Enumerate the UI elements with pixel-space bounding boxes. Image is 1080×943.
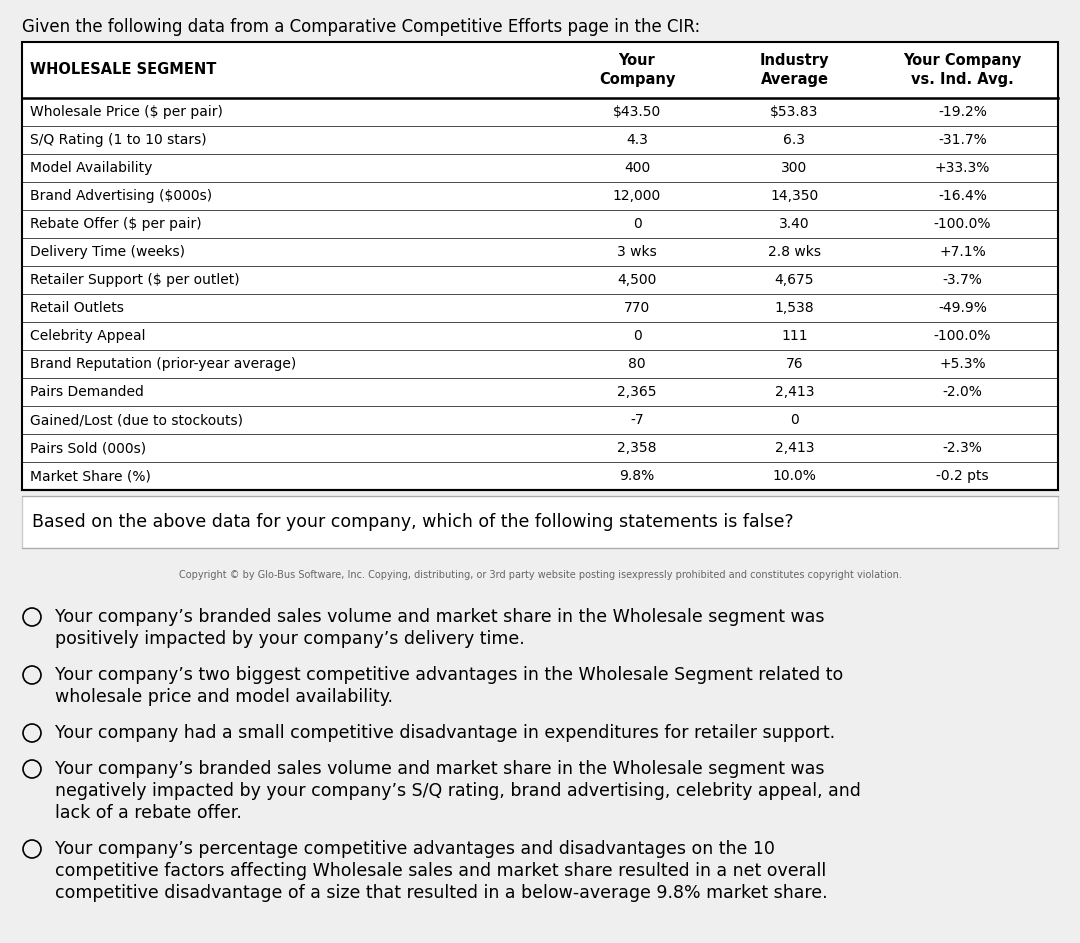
- Bar: [22, 42, 1058, 490]
- Text: -19.2%: -19.2%: [939, 105, 987, 119]
- Text: Gained/Lost (due to stockouts): Gained/Lost (due to stockouts): [30, 413, 243, 427]
- Text: -7: -7: [631, 413, 644, 427]
- Text: 76: 76: [785, 357, 804, 371]
- Text: -2.3%: -2.3%: [943, 441, 983, 455]
- Text: 2,365: 2,365: [618, 385, 657, 399]
- Text: Your company’s branded sales volume and market share in the Wholesale segment wa: Your company’s branded sales volume and …: [55, 760, 824, 778]
- Text: Copyright © by Glo-Bus Software, Inc. Copying, distributing, or 3rd party websit: Copyright © by Glo-Bus Software, Inc. Co…: [178, 570, 902, 580]
- Text: -49.9%: -49.9%: [939, 301, 987, 315]
- Text: 111: 111: [781, 329, 808, 343]
- Text: competitive disadvantage of a size that resulted in a below-average 9.8% market : competitive disadvantage of a size that …: [55, 884, 827, 902]
- Bar: [22, 496, 1058, 548]
- Text: 0: 0: [633, 329, 642, 343]
- Text: 4.3: 4.3: [626, 133, 648, 147]
- Text: wholesale price and model availability.: wholesale price and model availability.: [55, 688, 393, 706]
- Text: 400: 400: [624, 161, 650, 175]
- Text: 3.40: 3.40: [779, 217, 810, 231]
- Text: Your
Company: Your Company: [598, 53, 675, 87]
- Text: positively impacted by your company’s delivery time.: positively impacted by your company’s de…: [55, 630, 525, 648]
- Text: Your company’s percentage competitive advantages and disadvantages on the 10: Your company’s percentage competitive ad…: [55, 840, 774, 858]
- Text: +33.3%: +33.3%: [935, 161, 990, 175]
- Text: S/Q Rating (1 to 10 stars): S/Q Rating (1 to 10 stars): [30, 133, 206, 147]
- Text: -100.0%: -100.0%: [934, 217, 991, 231]
- Text: Retail Outlets: Retail Outlets: [30, 301, 124, 315]
- Text: 770: 770: [624, 301, 650, 315]
- Text: 4,500: 4,500: [618, 273, 657, 287]
- Text: 1,538: 1,538: [774, 301, 814, 315]
- Text: Brand Reputation (prior-year average): Brand Reputation (prior-year average): [30, 357, 296, 371]
- Text: negatively impacted by your company’s S/Q rating, brand advertising, celebrity a: negatively impacted by your company’s S/…: [55, 782, 861, 800]
- Text: 9.8%: 9.8%: [619, 469, 654, 483]
- Text: Brand Advertising ($000s): Brand Advertising ($000s): [30, 189, 212, 203]
- Text: $43.50: $43.50: [612, 105, 661, 119]
- Text: 80: 80: [629, 357, 646, 371]
- Text: Model Availability: Model Availability: [30, 161, 152, 175]
- Text: 6.3: 6.3: [783, 133, 806, 147]
- Text: -0.2 pts: -0.2 pts: [936, 469, 989, 483]
- Text: -31.7%: -31.7%: [939, 133, 987, 147]
- Text: 2.8 wks: 2.8 wks: [768, 245, 821, 259]
- Text: Based on the above data for your company, which of the following statements is f: Based on the above data for your company…: [32, 513, 794, 531]
- Text: +5.3%: +5.3%: [940, 357, 986, 371]
- Text: 10.0%: 10.0%: [772, 469, 816, 483]
- Text: competitive factors affecting Wholesale sales and market share resulted in a net: competitive factors affecting Wholesale …: [55, 862, 826, 880]
- Text: 300: 300: [781, 161, 808, 175]
- Text: Delivery Time (weeks): Delivery Time (weeks): [30, 245, 185, 259]
- Text: Pairs Sold (000s): Pairs Sold (000s): [30, 441, 146, 455]
- Text: -100.0%: -100.0%: [934, 329, 991, 343]
- Text: 2,413: 2,413: [774, 441, 814, 455]
- Text: -3.7%: -3.7%: [943, 273, 983, 287]
- Text: -16.4%: -16.4%: [939, 189, 987, 203]
- Text: lack of a rebate offer.: lack of a rebate offer.: [55, 804, 242, 822]
- Text: Market Share (%): Market Share (%): [30, 469, 151, 483]
- Text: 2,413: 2,413: [774, 385, 814, 399]
- Text: 2,358: 2,358: [618, 441, 657, 455]
- Text: Given the following data from a Comparative Competitive Efforts page in the CIR:: Given the following data from a Comparat…: [22, 18, 700, 36]
- Text: WHOLESALE SEGMENT: WHOLESALE SEGMENT: [30, 62, 216, 77]
- Text: $53.83: $53.83: [770, 105, 819, 119]
- Text: 14,350: 14,350: [770, 189, 819, 203]
- Text: +7.1%: +7.1%: [940, 245, 986, 259]
- Text: Wholesale Price ($ per pair): Wholesale Price ($ per pair): [30, 105, 222, 119]
- Text: Celebrity Appeal: Celebrity Appeal: [30, 329, 146, 343]
- Text: 0: 0: [791, 413, 799, 427]
- Text: 4,675: 4,675: [774, 273, 814, 287]
- Text: Industry
Average: Industry Average: [759, 53, 829, 87]
- Text: Your company had a small competitive disadvantage in expenditures for retailer s: Your company had a small competitive dis…: [55, 724, 835, 742]
- Text: Pairs Demanded: Pairs Demanded: [30, 385, 144, 399]
- Text: Rebate Offer ($ per pair): Rebate Offer ($ per pair): [30, 217, 202, 231]
- Text: 0: 0: [633, 217, 642, 231]
- Text: Your company’s two biggest competitive advantages in the Wholesale Segment relat: Your company’s two biggest competitive a…: [55, 666, 843, 684]
- Text: Your company’s branded sales volume and market share in the Wholesale segment wa: Your company’s branded sales volume and …: [55, 608, 824, 626]
- Text: 12,000: 12,000: [612, 189, 661, 203]
- Text: -2.0%: -2.0%: [943, 385, 983, 399]
- Text: Your Company
vs. Ind. Avg.: Your Company vs. Ind. Avg.: [903, 53, 1022, 87]
- Text: 3 wks: 3 wks: [617, 245, 657, 259]
- Text: Retailer Support ($ per outlet): Retailer Support ($ per outlet): [30, 273, 240, 287]
